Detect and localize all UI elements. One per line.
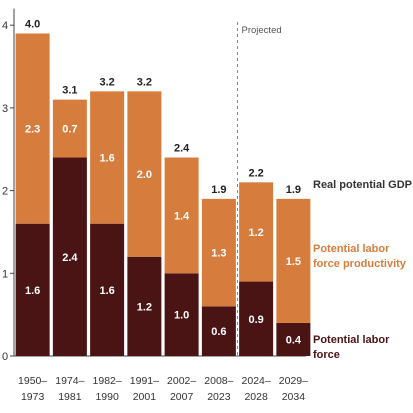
bar-labor-force xyxy=(127,256,162,356)
bar-labor-force xyxy=(201,306,236,356)
data-label-labor-force: 1.6 xyxy=(25,285,40,297)
bar-productivity xyxy=(15,33,50,224)
bar-labor-force xyxy=(15,223,50,356)
bar-productivity xyxy=(90,91,125,224)
legend-real-potential-gdp: Real potential GDP xyxy=(313,179,413,191)
data-label-productivity: 2.0 xyxy=(137,169,152,181)
x-tick-label: 1991– xyxy=(130,375,159,387)
data-label-total: 3.2 xyxy=(137,76,152,88)
data-label-total: 3.1 xyxy=(62,85,77,97)
y-tick-label: 1 xyxy=(2,268,8,280)
y-tick-label: 0 xyxy=(2,351,8,363)
x-tick-label: 2024– xyxy=(242,375,271,387)
data-label-productivity: 1.4 xyxy=(174,210,190,222)
y-tick-label: 2 xyxy=(2,186,8,198)
legend-potential-labor-force: Potential labor force xyxy=(313,334,390,361)
data-label-productivity: 1.3 xyxy=(211,248,226,260)
bar-labor-force xyxy=(52,157,87,356)
data-label-labor-force: 2.4 xyxy=(62,252,78,264)
x-tick-label: 2029– xyxy=(279,375,308,387)
data-label-labor-force: 1.0 xyxy=(174,310,189,322)
x-tick-label: 2002– xyxy=(167,375,196,387)
x-tick-label: 1973 xyxy=(21,391,45,403)
data-label-total: 2.2 xyxy=(248,167,263,179)
x-tick-label: 2007 xyxy=(170,391,194,403)
x-tick-label: 2001 xyxy=(133,391,157,403)
bar-labor-force xyxy=(164,273,199,356)
data-label-productivity: 1.5 xyxy=(286,256,301,268)
data-label-labor-force: 0.9 xyxy=(248,314,263,326)
data-label-labor-force: 1.6 xyxy=(99,285,114,297)
projected-annotation: Projected xyxy=(242,25,282,36)
data-label-total: 3.2 xyxy=(99,76,114,88)
x-tick-label: 2023 xyxy=(207,391,231,403)
bar-productivity xyxy=(164,157,199,274)
bar-productivity xyxy=(52,99,87,158)
y-tick-label: 4 xyxy=(2,20,8,32)
x-tick-label: 2008– xyxy=(204,375,233,387)
x-tick-label: 1981 xyxy=(58,391,82,403)
data-label-total: 2.4 xyxy=(174,143,190,155)
bar-productivity xyxy=(239,182,274,282)
x-tick-label: 2034 xyxy=(282,391,306,403)
x-tick-label: 1974– xyxy=(55,375,84,387)
data-label-labor-force: 1.2 xyxy=(137,301,152,313)
data-label-productivity: 2.3 xyxy=(25,124,40,136)
y-tick-label: 3 xyxy=(2,103,8,115)
x-tick-label: 1982– xyxy=(93,375,122,387)
data-label-productivity: 1.2 xyxy=(248,227,263,239)
data-label-productivity: 1.6 xyxy=(99,153,114,165)
data-label-productivity: 0.7 xyxy=(62,124,77,136)
data-label-total: 4.0 xyxy=(25,18,40,30)
x-tick-label: 1990 xyxy=(95,391,119,403)
data-label-labor-force: 0.6 xyxy=(211,326,226,338)
bar-productivity xyxy=(201,198,236,307)
x-tick-label: 1950– xyxy=(18,375,47,387)
bar-productivity xyxy=(127,91,162,257)
bar-labor-force xyxy=(276,322,311,356)
data-label-labor-force: 0.4 xyxy=(286,334,302,346)
bar-productivity xyxy=(276,198,311,323)
bar-labor-force xyxy=(239,281,274,356)
data-label-total: 1.9 xyxy=(211,184,226,196)
legend-potential-labor-force-productivity: Potential labor force productivity xyxy=(313,243,406,270)
data-label-total: 1.9 xyxy=(286,184,301,196)
x-tick-label: 2028 xyxy=(244,391,268,403)
bar-labor-force xyxy=(90,223,125,356)
